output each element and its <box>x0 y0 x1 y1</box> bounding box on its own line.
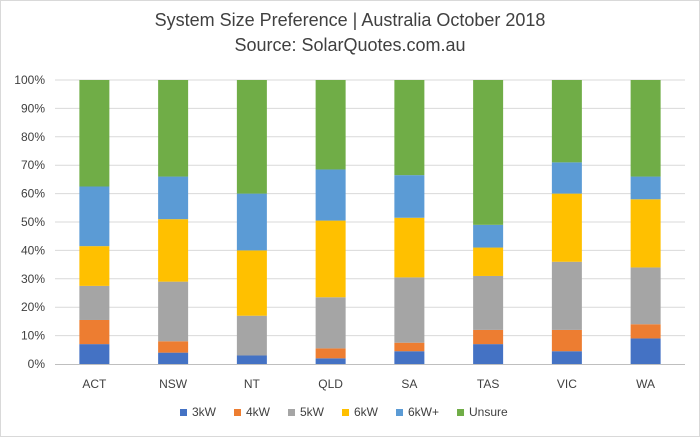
legend-swatch <box>234 409 241 416</box>
x-tick-label: NSW <box>159 377 188 391</box>
x-tick-label: QLD <box>318 377 343 391</box>
bar-segment <box>473 329 504 345</box>
bar-segment <box>551 162 582 194</box>
y-tick-label: 90% <box>21 101 45 115</box>
bar-segment <box>158 80 189 177</box>
x-axis: ACT NSW NT QLD SA TAS VIC WA <box>55 364 685 391</box>
bar-segment <box>158 341 189 353</box>
bar-segment <box>315 348 346 359</box>
y-tick-label: 50% <box>21 215 45 229</box>
legend-label: Unsure <box>469 405 508 419</box>
bar-segment <box>79 246 110 286</box>
y-tick-label: 100% <box>14 73 45 87</box>
bar-segment <box>158 352 189 364</box>
legend: 3kW 4kW 5kW 6kW 6kW+ Unsure <box>180 405 508 419</box>
y-axis: 0% 10% 20% 30% 40% 50% 60% 70% 80% 90% 100% <box>14 73 45 371</box>
bar-segment <box>551 80 582 163</box>
legend-swatch <box>457 409 465 416</box>
y-tick-label: 40% <box>21 243 45 257</box>
bar-segment <box>551 193 582 262</box>
y-tick-label: 30% <box>21 272 45 286</box>
bar-segment <box>630 80 661 177</box>
bar-segment <box>315 220 346 298</box>
gridlines <box>55 79 685 337</box>
bar-segment <box>473 247 504 276</box>
y-tick-label: 0% <box>28 357 46 371</box>
bar-segment <box>551 261 582 330</box>
legend-swatch <box>288 409 295 416</box>
y-tick-label: 20% <box>21 300 45 314</box>
legend-swatch <box>396 409 403 416</box>
bar-segment <box>473 344 504 364</box>
bar-segment <box>394 217 425 278</box>
bar-segment <box>473 80 504 225</box>
bar-segment <box>236 193 267 251</box>
bar-segment <box>551 329 582 352</box>
x-tick-label: ACT <box>82 377 107 391</box>
bar-segment <box>630 324 661 339</box>
legend-swatch <box>180 409 187 416</box>
bar-segment <box>315 80 346 170</box>
bar-segment <box>630 338 661 364</box>
x-tick-label: SA <box>401 377 417 391</box>
bar-segment <box>79 344 110 364</box>
legend-label: 6kW+ <box>408 405 439 419</box>
bar-segment <box>315 297 346 349</box>
bar-segment <box>236 80 267 194</box>
bar-segment <box>394 80 425 176</box>
x-tick-label: NT <box>244 377 261 391</box>
bar-segment <box>630 176 661 200</box>
bar-segment <box>473 224 504 248</box>
bar-segment <box>236 250 267 316</box>
bars <box>79 80 661 364</box>
x-tick-label: WA <box>636 377 655 391</box>
bar-segment <box>158 281 189 342</box>
bar-segment <box>394 342 425 352</box>
legend-label: 4kW <box>246 405 271 419</box>
y-tick-label: 60% <box>21 187 45 201</box>
legend-label: 6kW <box>354 405 379 419</box>
bar-segment <box>79 319 110 345</box>
bar-segment <box>394 277 425 343</box>
y-tick-label: 10% <box>21 329 45 343</box>
bar-segment <box>158 219 189 282</box>
legend-label: 5kW <box>300 405 325 419</box>
bar-segment <box>79 285 110 320</box>
bar-segment <box>315 169 346 221</box>
bar-segment <box>79 186 110 247</box>
bar-segment <box>79 80 110 187</box>
bar-segment <box>394 175 425 218</box>
chart-title: System Size Preference | Australia Octob… <box>154 10 546 30</box>
bar-segment <box>158 176 189 220</box>
bar-segment <box>630 199 661 268</box>
bar-segment <box>394 351 425 364</box>
bar-segment <box>236 355 267 364</box>
legend-swatch <box>342 409 349 416</box>
y-tick-label: 80% <box>21 130 45 144</box>
x-tick-label: VIC <box>557 377 577 391</box>
bar-segment <box>315 358 346 364</box>
y-tick-label: 70% <box>21 158 45 172</box>
bar-segment <box>630 267 661 325</box>
x-tick-label: TAS <box>477 377 499 391</box>
bar-segment <box>473 275 504 330</box>
bar-segment <box>236 315 267 356</box>
legend-label: 3kW <box>192 405 217 419</box>
chart-subtitle: Source: SolarQuotes.com.au <box>234 35 466 55</box>
bar-segment <box>551 351 582 364</box>
